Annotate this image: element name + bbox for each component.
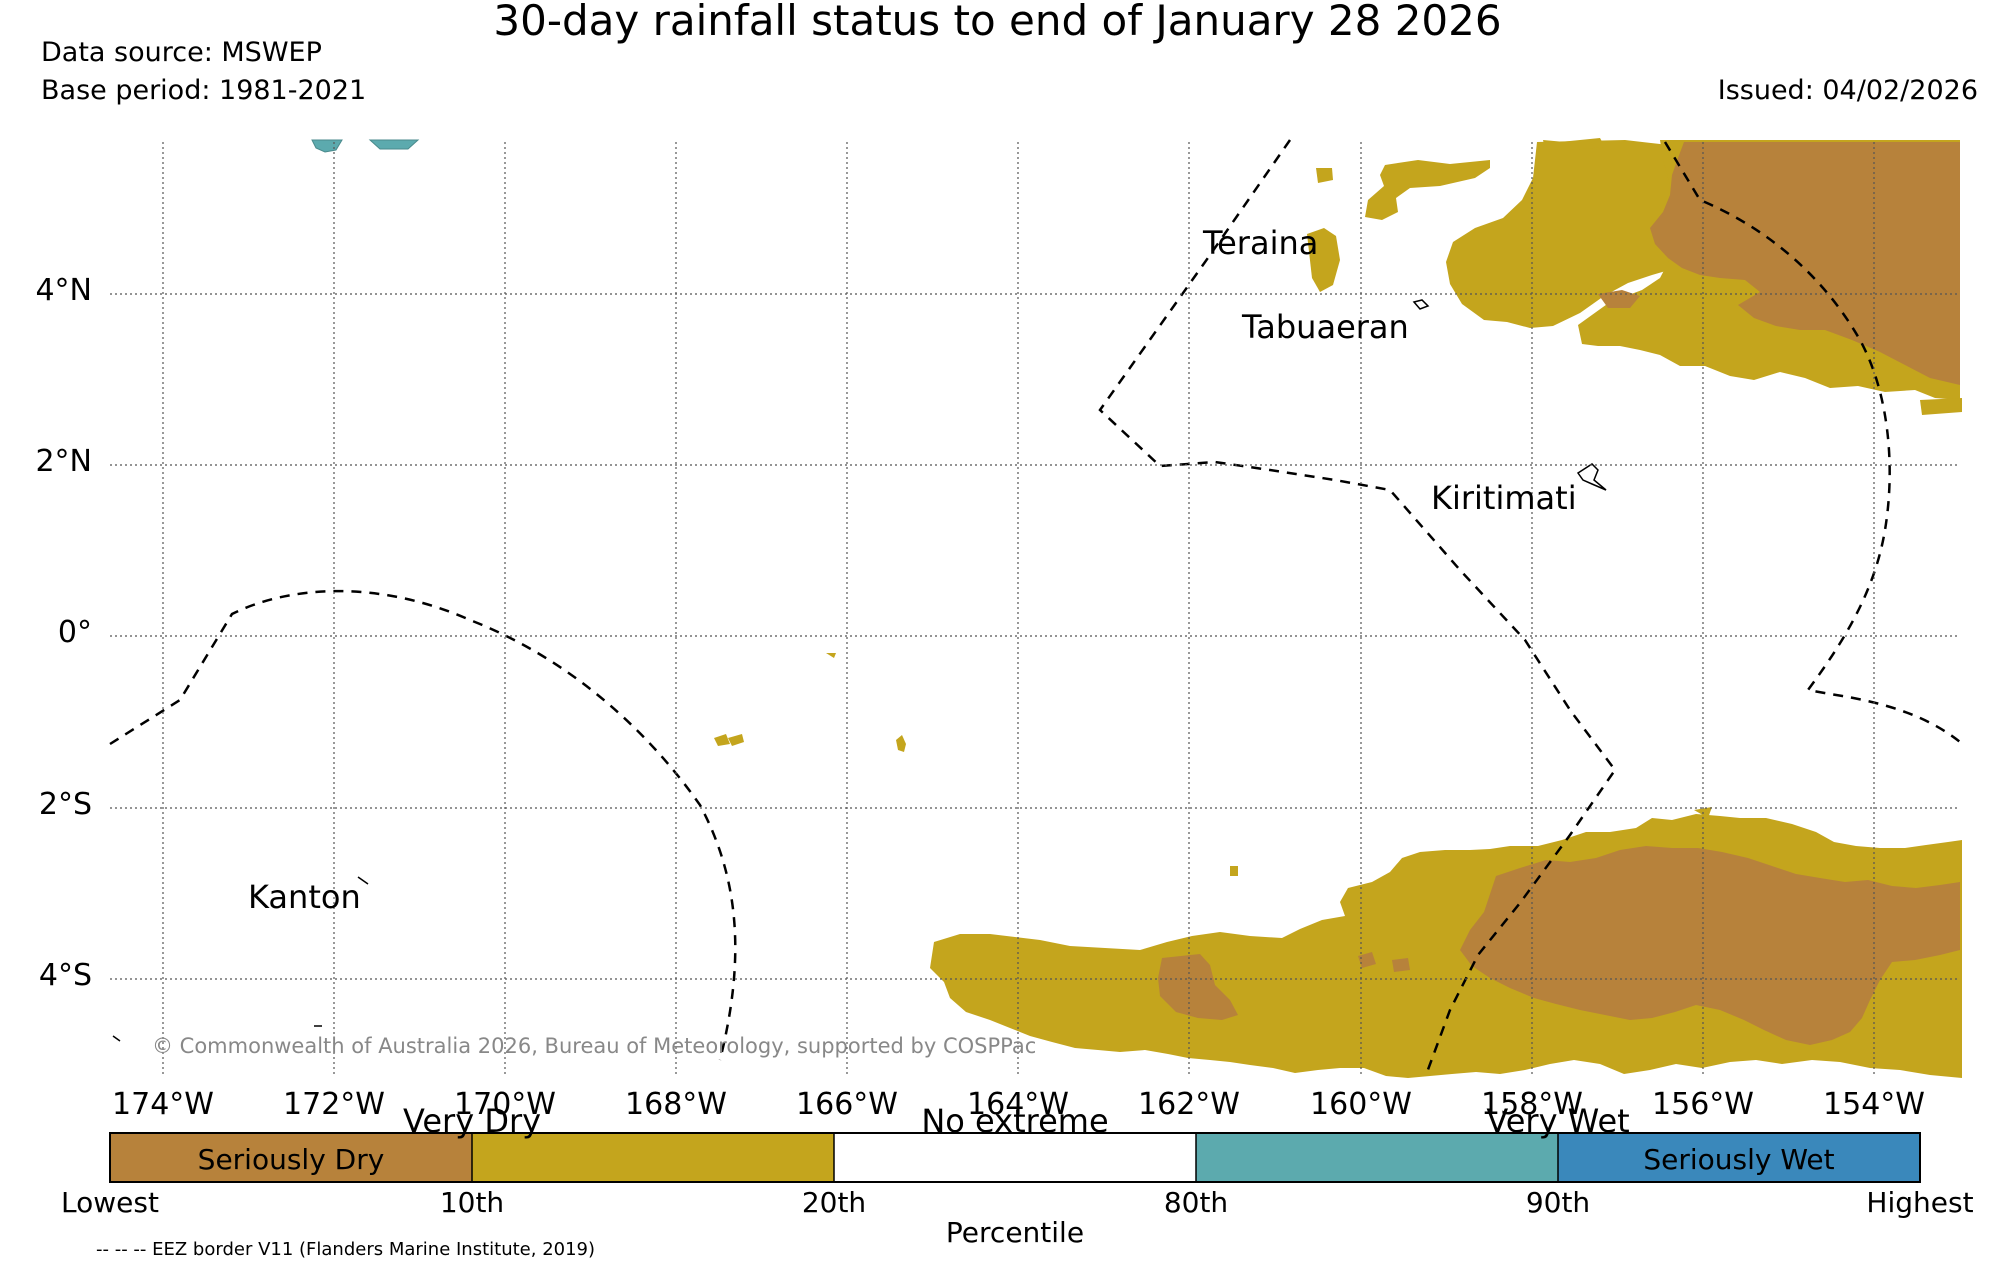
percentile-axis-label: Percentile [945, 1216, 1085, 1249]
place-label-kanton: Kanton [248, 878, 361, 916]
legend-category-very-wet: Very Wet [1486, 1102, 1630, 1140]
eez-border-footnote: -- -- -- EEZ border V11 (Flanders Marine… [96, 1239, 596, 1260]
legend-swatch-no-extreme [834, 1133, 1196, 1182]
legend-class-seriously-wet: Seriously Wet [1643, 1143, 1835, 1176]
lon-tick-172w: 172°W [283, 1087, 385, 1122]
legend-category-very-dry: Very Dry [402, 1102, 542, 1140]
percentile-label-80th: 80th [1163, 1186, 1229, 1219]
lon-tick-166w: 166°W [796, 1087, 898, 1122]
percentile-label-10th: 10th [439, 1186, 505, 1219]
percentile-label-highest: Highest [1866, 1186, 1974, 1219]
lat-tick-4n: 4°N [35, 273, 92, 308]
place-label-kiritimati: Kiritimati [1431, 479, 1577, 517]
place-label-tabuaeran: Tabuaeran [1242, 308, 1409, 346]
seriously-dry-areas [1158, 142, 1960, 1045]
lon-tick-168w: 168°W [625, 1087, 727, 1122]
lon-tick-170w: 170°W [454, 1087, 556, 1122]
percentile-label-20th: 20th [801, 1186, 867, 1219]
legend-swatch-seriously-dry [110, 1133, 472, 1182]
issued-date-label: Issued: 04/02/2026 [1717, 75, 1978, 106]
place-label-teraina: Teraina [1203, 224, 1319, 262]
map-area [109, 138, 1962, 1078]
lon-tick-162w: 162°W [1138, 1087, 1240, 1122]
legend-swatch-seriously-wet [1558, 1133, 1920, 1182]
lat-tick-2n: 2°N [35, 444, 92, 479]
legend-class-seriously-dry: Seriously Dry [197, 1143, 385, 1176]
island-outlines [112, 299, 1607, 1042]
lon-tick-164w: 164°W [967, 1087, 1069, 1122]
lon-tick-174w: 174°W [112, 1087, 214, 1122]
graticule [110, 142, 1960, 1075]
base-period-label: Base period: 1981-2021 [41, 75, 367, 106]
percentile-label-lowest: Lowest [61, 1186, 159, 1219]
legend-category-no-extreme: No extreme [921, 1102, 1109, 1140]
percentile-label-90th: 90th [1525, 1186, 1591, 1219]
lon-tick-158w: 158°W [1481, 1087, 1583, 1122]
eez-borders [109, 139, 1961, 1076]
lon-tick-156w: 156°W [1652, 1087, 1754, 1122]
lat-tick-2s: 2°S [38, 787, 92, 822]
lat-tick-0: 0° [57, 615, 92, 650]
lon-tick-154w: 154°W [1823, 1087, 1925, 1122]
legend-colorbar [109, 1132, 1921, 1183]
copyright-credit: © Commonwealth of Australia 2026, Bureau… [152, 1034, 1037, 1058]
lon-tick-160w: 160°W [1310, 1087, 1412, 1122]
lat-tick-4s: 4°S [38, 958, 92, 993]
legend-swatch-very-dry [472, 1133, 834, 1182]
data-source-label: Data source: MSWEP [41, 37, 322, 68]
page-title: 30-day rainfall status to end of January… [493, 0, 1502, 45]
very-wet-areas [311, 139, 420, 153]
legend-swatch-very-wet [1196, 1133, 1558, 1182]
